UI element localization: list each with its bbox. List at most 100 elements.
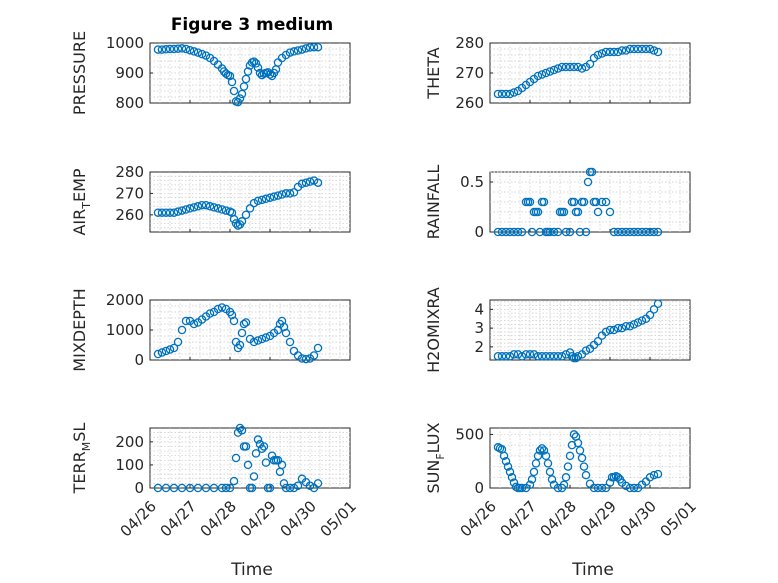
data-point (561, 473, 571, 482)
panel-h2omixra: 234 H2OMIXRA (424, 287, 691, 373)
data-point (525, 350, 535, 359)
panel-sun_flux: 0 500 SUNFLUX 04/2604/2704/2804/2904/3005/0… (424, 422, 700, 540)
data-point (565, 451, 575, 461)
data-point (503, 462, 513, 471)
x-tick-label: 04/29 (237, 497, 280, 540)
x-tick-label: 04/27 (497, 497, 540, 540)
data-point (563, 462, 573, 471)
data-point (285, 189, 295, 198)
data-point (625, 227, 635, 237)
data-point (497, 227, 507, 237)
data-point (209, 203, 219, 212)
data-point (589, 483, 599, 493)
data-point (313, 343, 323, 353)
data-point (249, 198, 259, 208)
data-point (309, 176, 319, 185)
data-point (649, 46, 659, 55)
data-point (235, 423, 245, 433)
data-point (251, 59, 261, 68)
data-point (559, 207, 569, 217)
data-point (645, 227, 655, 237)
x-tick-label: 04/30 (277, 497, 320, 540)
data-point (579, 197, 589, 207)
data-point (169, 483, 179, 493)
data-point (257, 444, 267, 454)
data-point (609, 227, 619, 237)
data-point (253, 63, 263, 72)
data-point (297, 354, 307, 363)
data-point (649, 227, 659, 237)
data-point (517, 227, 527, 237)
data-point (505, 227, 515, 237)
data-point (617, 227, 627, 237)
data-point (161, 483, 171, 493)
data-point (241, 74, 251, 84)
data-point (185, 204, 195, 213)
x-tick-label: 04/30 (617, 497, 660, 540)
data-point (641, 227, 651, 237)
data-point (193, 202, 203, 211)
data-point (189, 47, 199, 56)
data-point (633, 227, 643, 237)
data-point (539, 446, 549, 455)
y-tick-label: 260 (455, 94, 484, 112)
x-tick-label: 04/26 (457, 497, 500, 540)
data-point (177, 483, 187, 493)
x-tick-label: 05/01 (657, 497, 700, 540)
data-point (613, 473, 623, 482)
data-point (499, 451, 509, 461)
x-tick-label: 04/28 (197, 497, 240, 540)
y-tick-label: 4 (474, 300, 484, 318)
data-point (533, 207, 543, 217)
data-point (249, 337, 259, 347)
data-point (239, 82, 249, 91)
data-point (573, 438, 583, 448)
data-point (569, 197, 579, 207)
data-point (513, 350, 523, 359)
data-point (309, 351, 319, 360)
data-point (597, 49, 607, 58)
y-tick-label: 0 (134, 479, 144, 497)
data-point (237, 426, 247, 435)
data-point (593, 50, 603, 60)
data-point (553, 351, 563, 361)
data-point (637, 316, 647, 325)
data-point (573, 351, 583, 361)
data-point (157, 45, 167, 54)
data-point (549, 65, 559, 75)
data-point (505, 351, 515, 361)
data-point (621, 321, 631, 331)
data-point (265, 483, 275, 493)
data-point (173, 44, 183, 53)
data-point (185, 45, 195, 55)
data-point (277, 460, 287, 470)
y-tick-label: 1000 (106, 34, 144, 52)
data-point (265, 70, 275, 79)
y-axis-label-theta: THETA (424, 47, 443, 99)
data-point (629, 44, 639, 54)
data-point (507, 473, 517, 482)
data-point (577, 64, 587, 73)
data-point (253, 336, 263, 345)
data-point (593, 483, 603, 493)
data-point (605, 207, 615, 217)
panel-pressure: 800 900 1000 PRESSURE (70, 31, 351, 115)
data-point (229, 476, 239, 486)
data-point (569, 62, 579, 72)
data-point (625, 44, 635, 54)
data-point (577, 453, 587, 463)
y-tick-label: 0 (474, 223, 484, 241)
data-point (161, 346, 171, 356)
x-tick-label: 04/27 (157, 497, 200, 540)
data-point (201, 483, 211, 493)
data-point (509, 88, 519, 97)
data-point (213, 204, 223, 213)
data-point (605, 478, 615, 487)
data-point (565, 62, 575, 72)
data-point (249, 472, 259, 481)
data-point (181, 44, 191, 54)
y-tick-label: 270 (455, 64, 484, 82)
data-point (533, 351, 543, 361)
data-point (189, 203, 199, 212)
y-tick-label: 0 (134, 351, 144, 369)
